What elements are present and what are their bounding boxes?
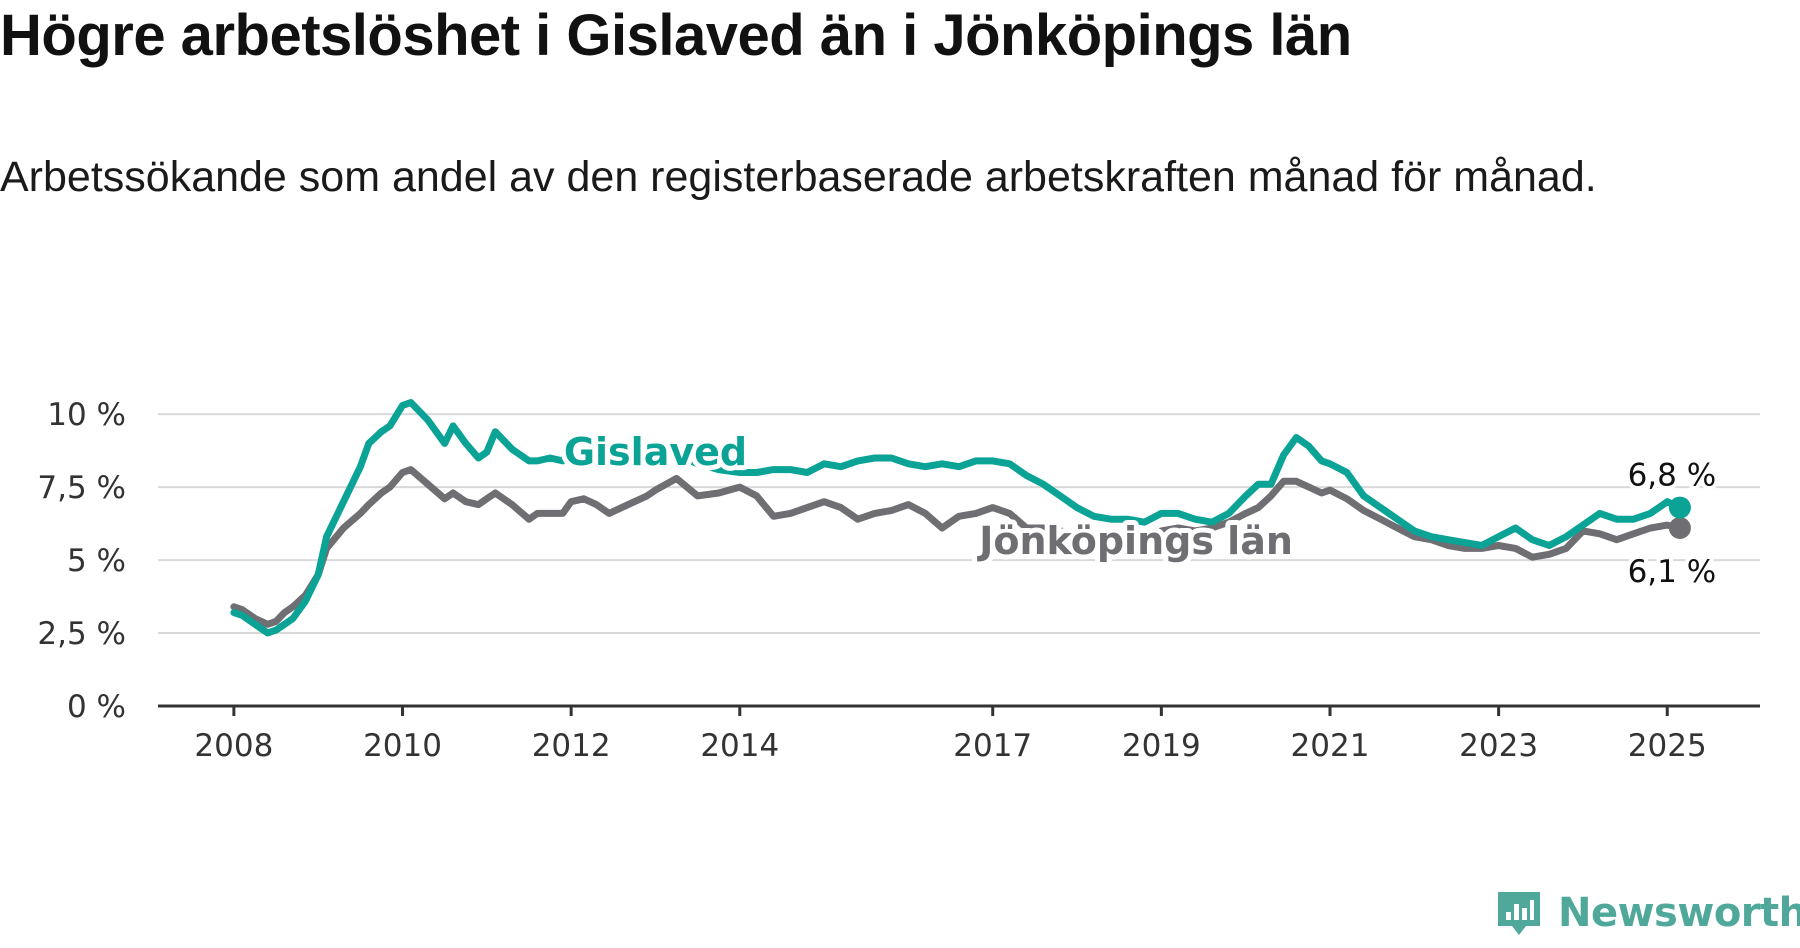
series-end-label-0: 6,8 % (1628, 458, 1717, 494)
y-tick-label: 5 % (67, 543, 126, 579)
series-end-label-1: 6,1 % (1628, 554, 1717, 590)
x-tick-label: 2010 (363, 728, 442, 764)
x-tick-label: 2023 (1459, 728, 1538, 764)
series-labels: Gislaved Jönköpings län 6,8 % 6,1 % (559, 425, 1720, 594)
bar-chart-badge-icon (1498, 892, 1540, 935)
x-tick-label: 2019 (1122, 728, 1201, 764)
series-name-label-1: Jönköpings län (976, 519, 1293, 563)
y-tick-label: 10 % (47, 397, 126, 433)
chart-title: Högre arbetslöshet i Gislaved än i Jönkö… (0, 3, 1352, 68)
chart-subtitle: Arbetssökande som andel av den registerb… (0, 153, 1597, 201)
x-tick-label: 2014 (700, 728, 779, 764)
x-tick-label: 2012 (532, 728, 611, 764)
y-tick-label: 0 % (67, 689, 126, 725)
y-tick-label: 7,5 % (37, 470, 126, 506)
series-lines (230, 399, 1691, 637)
x-tick-label: 2008 (194, 728, 273, 764)
brand-name: Newsworthy (1558, 890, 1800, 936)
axes: 0 % 2,5 % 5 % 7,5 % 10 % 2008 2010 2012 2014 2017… (37, 397, 1760, 764)
grid-lines (158, 413, 1760, 635)
x-tick-label: 2025 (1628, 728, 1707, 764)
x-tick-label: 2021 (1291, 728, 1370, 764)
series-line-1 (230, 466, 1684, 628)
series-line-0 (230, 399, 1684, 637)
y-tick-label: 2,5 % (37, 616, 126, 652)
series-end-dot-0 (1668, 496, 1691, 519)
series-end-dot-1 (1668, 516, 1691, 539)
brand-logo: Newsworthy (1494, 880, 1800, 946)
series-name-label-0: Gislaved (564, 430, 747, 474)
x-tick-label: 2017 (953, 728, 1032, 764)
